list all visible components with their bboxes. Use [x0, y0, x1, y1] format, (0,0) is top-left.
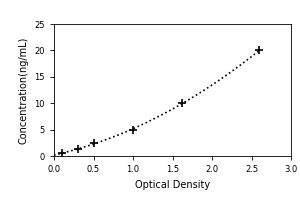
- Y-axis label: Concentration(ng/mL): Concentration(ng/mL): [19, 36, 29, 144]
- X-axis label: Optical Density: Optical Density: [135, 180, 210, 190]
